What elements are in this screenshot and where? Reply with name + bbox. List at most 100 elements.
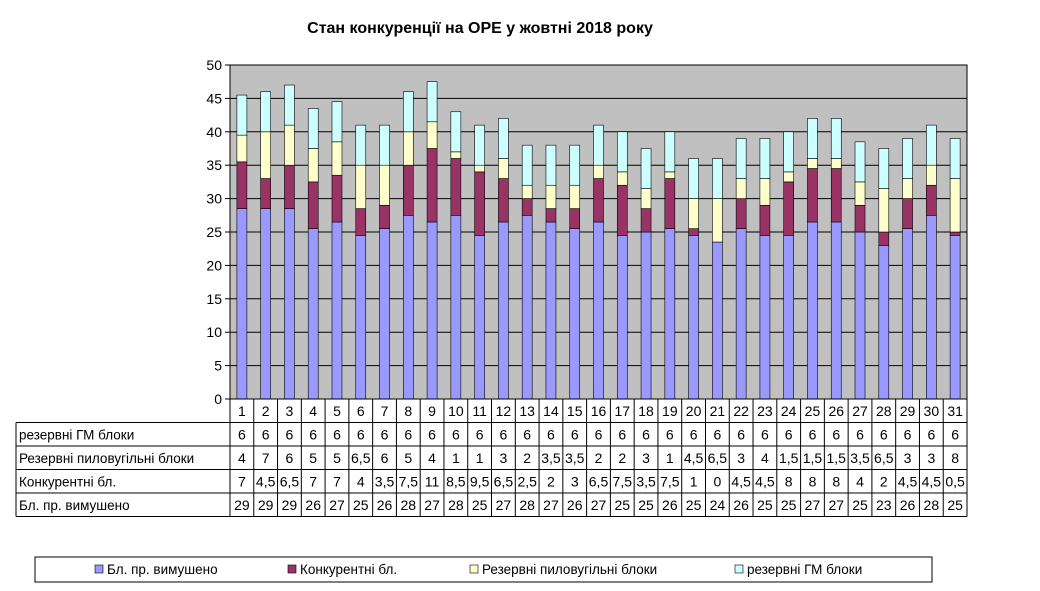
bar-segment [926,164,937,186]
bar-segment [426,121,438,149]
data-label: 25 [757,497,773,513]
data-label: 27 [805,497,821,513]
bar-segment [830,118,842,159]
bar-segment [355,124,367,166]
data-label: 4,5 [755,473,775,489]
data-label: 6 [713,426,721,442]
bar-segment [331,174,343,223]
bar-segment [403,91,414,133]
data-label: 11 [425,473,440,489]
x-tick-label: 29 [900,403,916,419]
data-label: 6 [809,426,817,442]
bar-segment [830,168,842,223]
bar-segment [949,178,961,233]
data-label: 6 [571,426,579,442]
data-label: 6 [666,426,674,442]
bar-segment [830,221,842,400]
bar-segment [593,221,604,400]
data-label: 27 [496,497,512,513]
bar-segment [545,184,557,209]
bar-segment [712,241,723,400]
data-label: 8,5 [446,473,466,489]
bar-segment [355,208,367,236]
bar-segment [830,158,842,169]
bar-segment [521,198,533,216]
bar-segment [616,235,628,400]
bar-segment [735,198,747,229]
data-label: 2 [880,473,888,489]
bar-segment [640,231,652,400]
data-label: 4,5 [922,473,942,489]
bar-segment [926,184,937,216]
data-label: 1 [452,450,460,466]
bar-segment [664,228,676,400]
y-tick-label: 10 [206,324,222,340]
x-tick-label: 5 [333,403,341,419]
data-label: 6 [381,450,389,466]
data-label: 27 [591,497,607,513]
data-label: 6 [309,426,317,442]
data-label: 6 [286,426,294,442]
x-tick-label: 18 [638,403,654,419]
bar-segment [569,228,581,400]
bar-segment [307,148,319,183]
bar-segment [236,134,248,163]
bar-segment [474,164,485,173]
table-row-label: Конкурентні бл. [19,474,116,489]
data-label: 27 [543,497,559,513]
table-row-label: Резервні пиловугільні блоки [19,451,194,466]
data-label: 25 [852,497,868,513]
bar-segment [236,94,248,136]
x-tick-label: 25 [805,403,821,419]
y-tick-label: 25 [206,224,222,240]
bar-segment [260,131,271,179]
x-tick-label: 8 [404,403,412,419]
data-label: 6 [832,426,840,442]
bar-segment [902,138,913,179]
data-label: 6 [476,426,484,442]
bar-segment [783,235,794,400]
data-label: 3 [642,450,650,466]
bar-segment [759,235,771,400]
x-tick-label: 12 [496,403,512,419]
data-label: 6 [951,426,959,442]
x-tick-label: 7 [381,403,389,419]
data-label: 29 [282,497,298,513]
bar-segment [284,84,295,126]
x-tick-label: 15 [567,403,583,419]
data-label: 28 [924,497,940,513]
data-label: 6 [333,426,341,442]
bar-segment [949,231,961,236]
bar-segment [688,158,699,199]
bar-segment [688,198,699,229]
bar-segment [926,124,937,166]
bar-segment [426,81,438,123]
data-label: 3 [737,450,745,466]
y-tick-label: 15 [206,291,222,307]
data-label: 25 [781,497,797,513]
data-label: 1,5 [803,450,823,466]
data-label: 8 [809,473,817,489]
data-label: 2 [618,450,626,466]
data-label: 6 [262,426,270,442]
bar-segment [807,158,818,169]
data-label: 26 [377,497,393,513]
bar-segment [640,208,652,233]
bar-segment [688,235,699,400]
data-label: 5 [309,450,317,466]
x-tick-label: 14 [543,403,559,419]
bar-segment [616,131,628,173]
data-label: 3,5 [541,450,561,466]
x-tick-label: 27 [852,403,868,419]
x-tick-label: 11 [472,403,487,419]
bar-segment [355,164,367,209]
legend-item: Бл. пр. вимушено [107,562,218,577]
legend-item: Конкурентні бл. [300,562,397,577]
bar-segment [545,144,557,186]
bar-segment [902,198,913,229]
data-label: 6 [595,426,603,442]
bar-segment [521,144,533,186]
bar-segment [545,221,557,400]
data-label: 1,5 [779,450,799,466]
x-tick-label: 31 [947,403,963,419]
